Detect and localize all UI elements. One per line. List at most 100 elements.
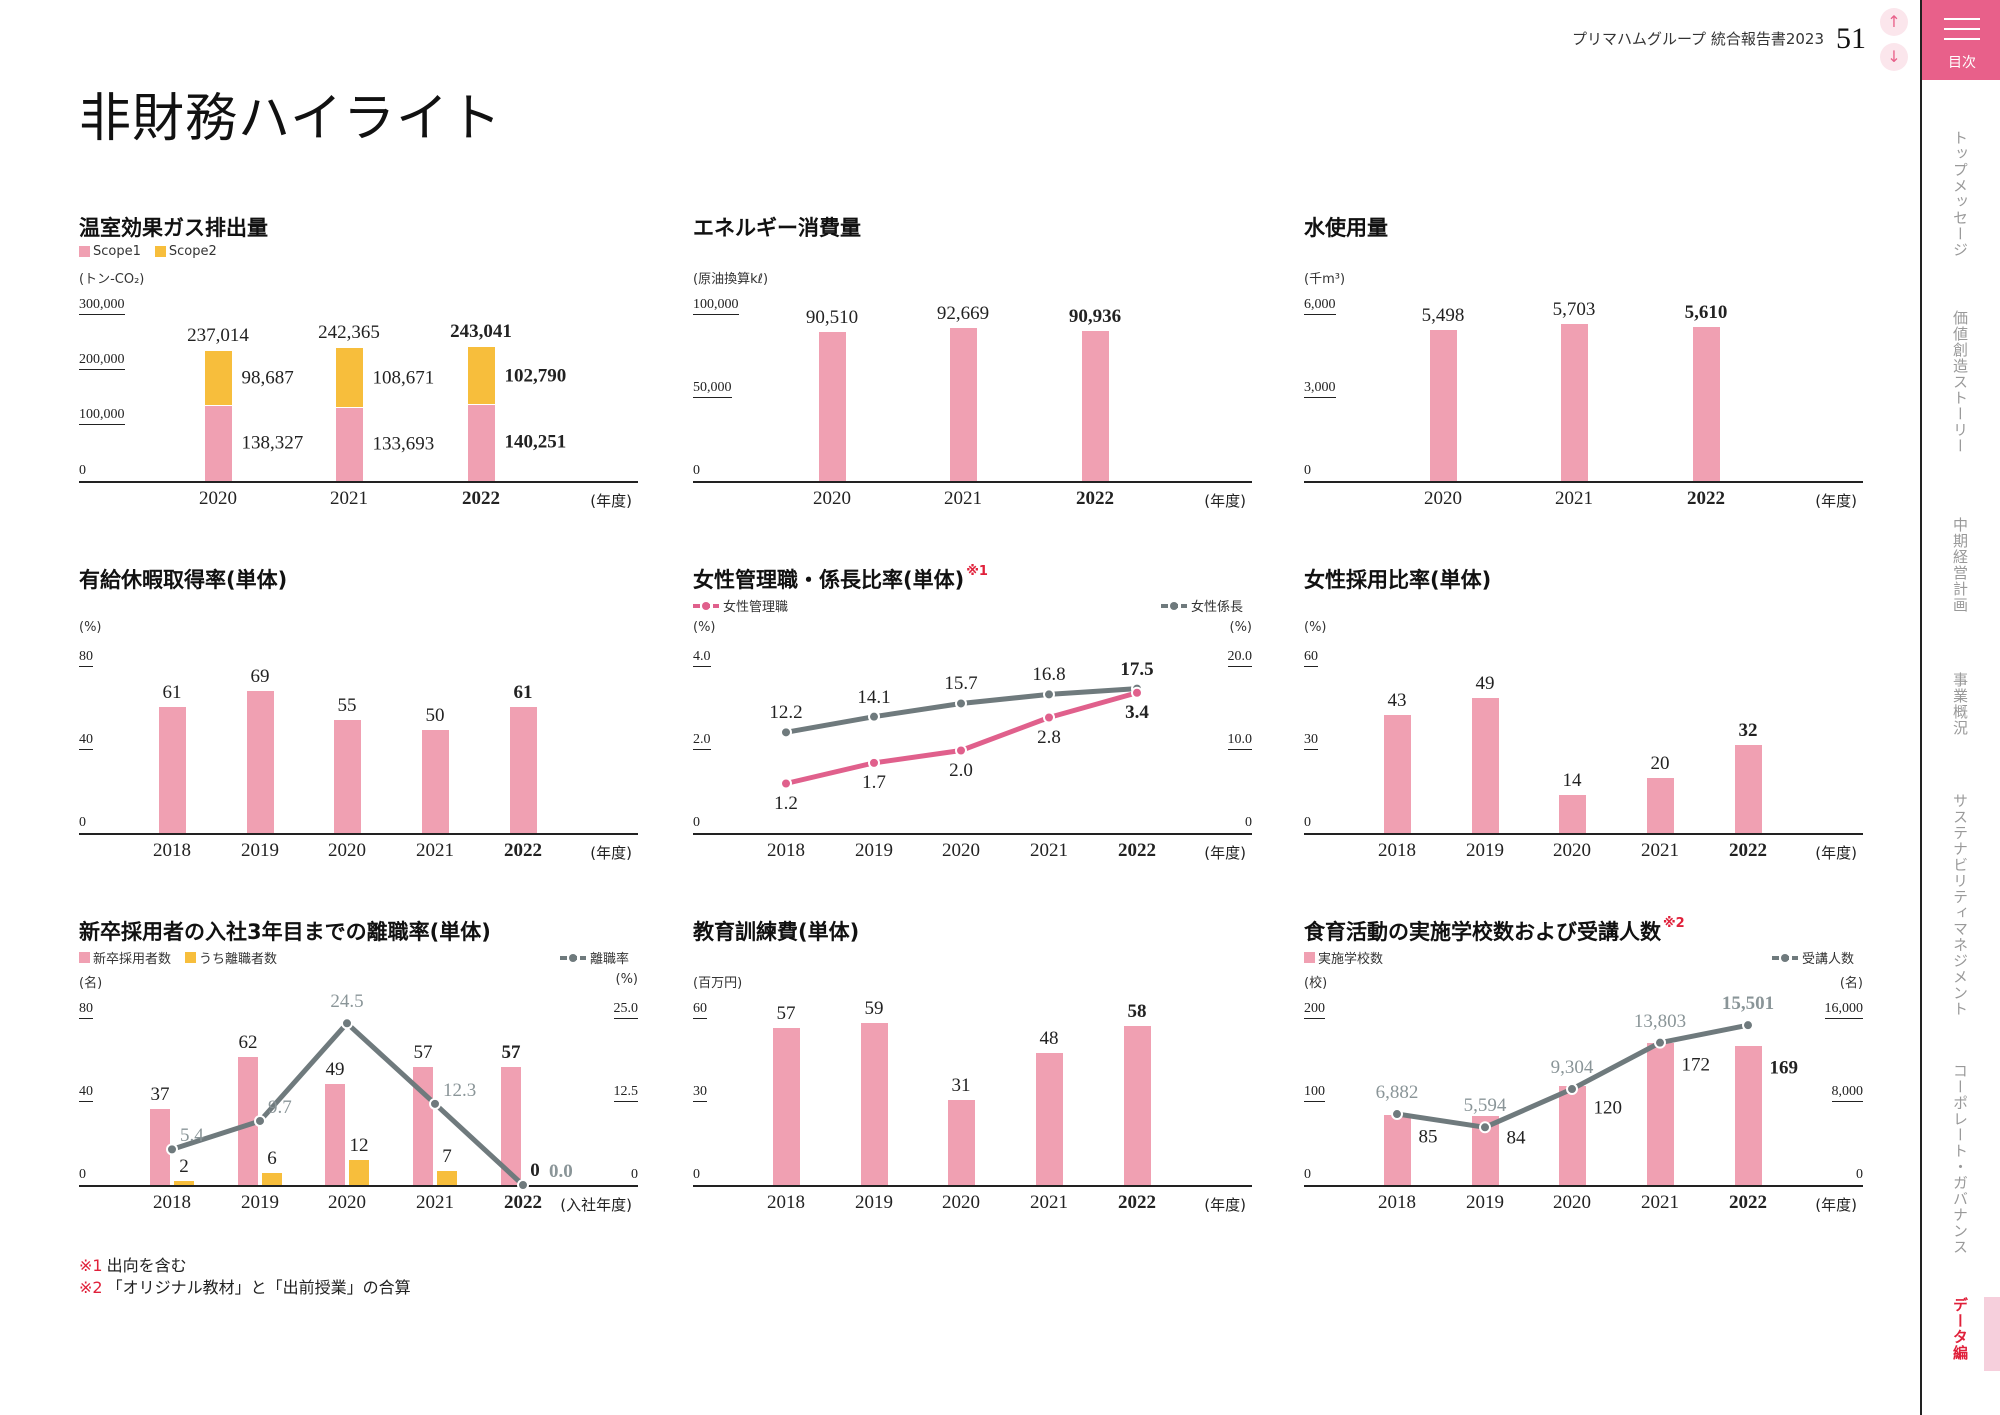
bar-うち離職者数	[349, 1160, 369, 1185]
bar-Scope2	[335, 347, 363, 409]
bar-value-label: 37	[150, 1083, 170, 1105]
x-tick-label: 2020	[199, 488, 237, 509]
x-axis-label: (年度)	[1204, 844, 1246, 862]
y-left-tick-label: 0	[1304, 463, 1311, 478]
next-page-button[interactable]: ↓	[1880, 43, 1908, 71]
line-value-label: 12.2	[769, 702, 803, 724]
line-point	[1742, 1019, 1754, 1032]
bar-Scope2	[204, 350, 232, 406]
x-tick-label: 2018	[153, 840, 191, 861]
line-point	[1566, 1083, 1578, 1096]
legend-swatch	[79, 952, 90, 963]
sidebar-item-top-message[interactable]: トップメッセージ	[1951, 130, 1969, 258]
y-left-tick-label: 30	[1304, 732, 1318, 750]
sidebar-item-business-overview[interactable]: 事業概況	[1951, 672, 1969, 736]
bar-Scope1	[204, 404, 232, 481]
y-left-tick-label: 80	[79, 649, 93, 667]
previous-page-button[interactable]: ↑	[1880, 8, 1908, 36]
bar-value-label: 48	[1039, 1028, 1059, 1049]
x-axis-line	[1304, 833, 1863, 835]
x-tick-label: 2020	[328, 1192, 366, 1213]
legend-dot	[1169, 601, 1178, 610]
line-value-label: 1.2	[774, 792, 798, 814]
line-series-layer	[780, 682, 1143, 790]
x-axis-line	[79, 1185, 638, 1187]
y-right-unit: (名)	[1839, 976, 1863, 991]
bar-うち離職者数	[437, 1170, 457, 1185]
x-axis-label: (年度)	[1204, 492, 1246, 510]
bar-value-label: 85	[1418, 1126, 1438, 1148]
line-value-label: 2.0	[949, 759, 973, 781]
sidebar-item-mid-term-plan[interactable]: 中期経営計画	[1951, 517, 1969, 613]
footnote-1: ※1 出向を含む	[79, 1252, 187, 1276]
y-left-tick-label: 0	[693, 1167, 700, 1182]
legend-dot	[1780, 953, 1789, 962]
line-point	[1479, 1121, 1491, 1134]
total-value-label: 242,365	[318, 321, 380, 343]
legend-swatch	[1304, 952, 1315, 963]
x-tick-label: 2020	[1553, 1192, 1591, 1213]
bar-value	[860, 1022, 888, 1185]
x-axis-line	[79, 481, 638, 483]
line-value-label: 17.5	[1120, 658, 1154, 680]
x-tick-label: 2020	[328, 840, 366, 861]
chart-title: 新卒採用者の入社3年目までの離職率(単体)	[79, 916, 491, 946]
bar-うち離職者数	[174, 1180, 194, 1185]
x-tick-label: 2022	[462, 488, 500, 509]
x-axis-label: (入社年度)	[560, 1196, 632, 1214]
legend-right: 女性係長	[1160, 596, 1253, 615]
chart-title: 女性管理職・係長比率(単体) ※1	[693, 564, 988, 594]
x-axis-label: (年度)	[1204, 1196, 1246, 1214]
x-tick-label: 2022	[1118, 840, 1156, 861]
x-axis-line	[79, 833, 638, 835]
legend-label: 離職率	[589, 952, 629, 967]
bar-value-label: 59	[864, 997, 884, 1019]
y-left-unit: (名)	[79, 976, 103, 991]
footnote-mark: ※2	[79, 1278, 103, 1297]
chart-panel: エネルギー消費量 (原油換算kℓ) 0 50,000 100,000 2020 2021 20…	[693, 212, 1253, 512]
y-left-tick-label: 30	[693, 1084, 707, 1102]
x-axis-line	[693, 1185, 1252, 1187]
bar-value	[772, 1028, 800, 1185]
y-left-tick-label: 0	[693, 815, 700, 830]
x-tick-label: 2020	[813, 488, 851, 509]
chart-title: 水使用量	[1304, 212, 1388, 242]
x-tick-label: 2019	[855, 840, 893, 861]
chart-title-text: 女性採用比率(単体)	[1304, 568, 1492, 592]
chart-title-text: 水使用量	[1304, 216, 1388, 240]
bar-value	[949, 328, 977, 481]
y-left-tick-label: 2.0	[693, 732, 711, 750]
line-point	[429, 1097, 441, 1110]
x-tick-label: 2021	[1555, 488, 1593, 509]
table-of-contents-button[interactable]: 目次	[1922, 0, 2000, 80]
y-left-unit: (千m³)	[1304, 272, 1346, 287]
legend-item: うち離職者数	[185, 948, 277, 967]
y-left-tick-label: 60	[693, 1001, 707, 1019]
bar-実施学校数	[1734, 1045, 1762, 1185]
x-tick-label: 2022	[1729, 840, 1767, 861]
bar-value-label: 61	[162, 682, 182, 704]
chart-title: 女性採用比率(単体)	[1304, 564, 1491, 594]
bar-value-label: 92,669	[936, 303, 990, 325]
legend-item: Scope2	[154, 244, 217, 259]
chart-title-text: 女性管理職・係長比率(単体)	[693, 568, 965, 592]
segment-value-label: 98,687	[241, 367, 294, 389]
line-value-label: 3.4	[1125, 701, 1149, 723]
x-axis-line	[1304, 1185, 1863, 1187]
bar-value-label: 120	[1593, 1097, 1623, 1119]
x-axis-label: (年度)	[590, 492, 632, 510]
sidebar-item-value-creation[interactable]: 価値創造ストーリー	[1951, 310, 1969, 454]
x-tick-label: 2019	[1466, 1192, 1504, 1213]
bar-value-label: 49	[325, 1058, 345, 1080]
line-point	[517, 1179, 529, 1191]
bar-新卒採用者数	[150, 1108, 170, 1185]
sidebar-item-governance[interactable]: コーポレート・ガバナンス	[1951, 1063, 1969, 1255]
legend-item: 受講人数	[1771, 948, 1854, 967]
chart-panel: 女性採用比率(単体) (%) 0 30 60 2018 2019 2020 2021 2022 (年…	[1304, 564, 1864, 864]
bar-value-label: 58	[1127, 1000, 1147, 1022]
chart-title: 温室効果ガス排出量	[79, 212, 268, 242]
x-axis-line	[693, 481, 1252, 483]
sidebar-item-sustainability[interactable]: サステナビリティマネジメント	[1951, 793, 1969, 1017]
line-point	[868, 756, 880, 769]
sidebar-item-data[interactable]: データ編	[1951, 1297, 1969, 1361]
